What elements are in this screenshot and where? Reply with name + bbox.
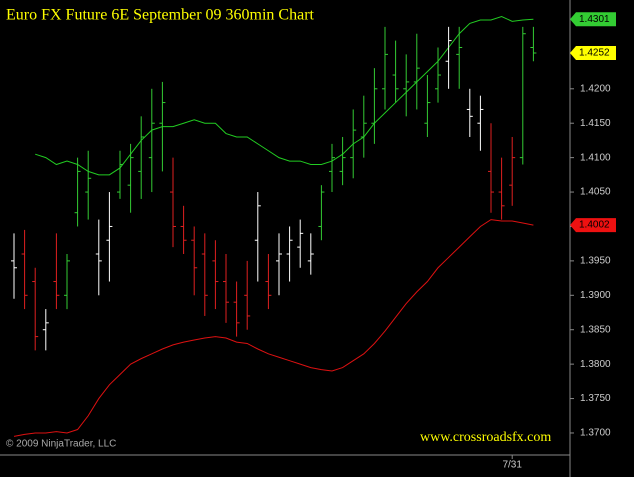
y-tick-label: 1.3800: [580, 359, 611, 370]
y-tick-label: 1.4200: [580, 83, 611, 94]
price-marker-label: 1.4002: [579, 220, 610, 231]
price-marker: [570, 46, 616, 61]
price-marker-label: 1.4301: [579, 14, 610, 25]
band-line: [35, 15, 534, 176]
x-tick-label: 7/31: [502, 460, 522, 471]
y-tick-label: 1.3950: [580, 256, 611, 267]
y-tick-label: 1.3750: [580, 393, 611, 404]
price-marker: [570, 218, 616, 233]
y-tick-label: 1.3850: [580, 324, 611, 335]
website: www.crossroadsfx.com: [420, 430, 551, 445]
price-marker-label: 1.4252: [579, 48, 610, 59]
y-tick-label: 1.4050: [580, 187, 611, 198]
copyright: © 2009 NinjaTrader, LLC: [6, 439, 116, 450]
chart-title: Euro FX Future 6E September 09 360min Ch…: [6, 7, 315, 24]
y-tick-label: 1.3700: [580, 428, 611, 439]
band-line: [13, 219, 534, 437]
y-tick-label: 1.4150: [580, 118, 611, 129]
y-tick-label: 1.4100: [580, 152, 611, 163]
price-marker: [570, 12, 616, 27]
y-tick-label: 1.3900: [580, 290, 611, 301]
